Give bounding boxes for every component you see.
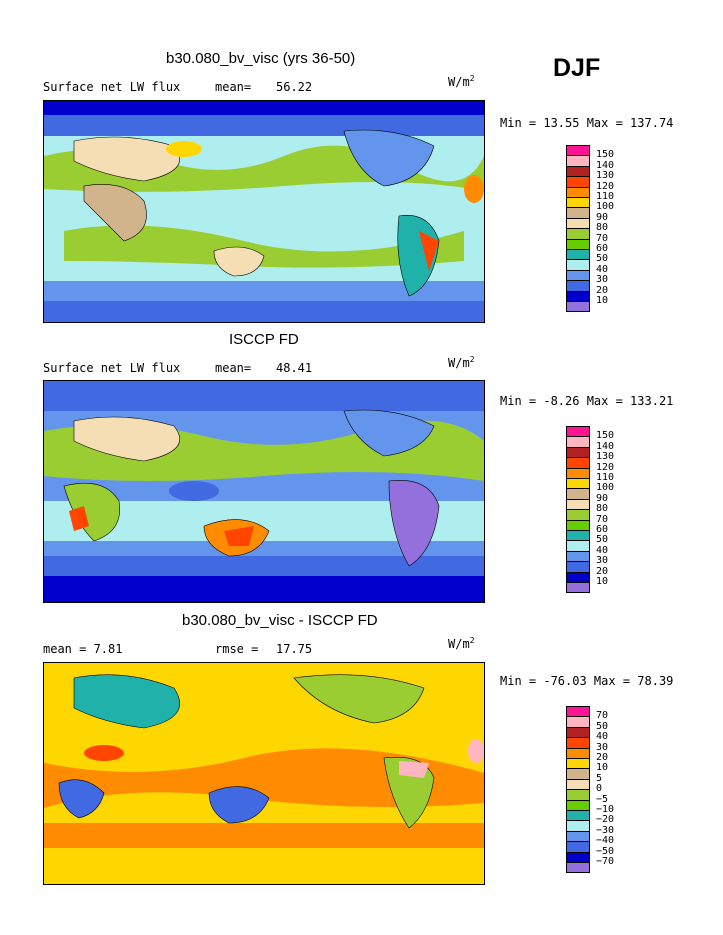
colorbar-level-label: 10 xyxy=(596,762,609,774)
units-label: W/m2 xyxy=(448,355,475,370)
colorbar-level-label: −40 xyxy=(596,835,615,847)
colorbar-level-label: 140 xyxy=(596,440,615,452)
colorbar-level-label: 70 xyxy=(596,513,609,525)
colorbar-level-label: 40 xyxy=(596,544,609,556)
colorbar-level-label: 100 xyxy=(596,482,615,494)
colorbar-level-label: 20 xyxy=(596,752,609,763)
stat-value: 48.41 xyxy=(276,361,313,375)
map-difference xyxy=(43,662,485,885)
colorbar-level-label: 30 xyxy=(596,274,609,286)
stat-label: mean= xyxy=(215,361,252,375)
colorbar-level-label: 10 xyxy=(596,576,609,587)
min-max-label: Min = 13.55 Max = 137.74 xyxy=(500,116,674,130)
colorbar-level-label: 130 xyxy=(596,451,615,463)
colorbar-swatch xyxy=(566,301,590,313)
colorbar-level-label: 50 xyxy=(596,720,609,732)
map-model xyxy=(43,100,485,323)
colorbar-level-label: 100 xyxy=(596,201,615,213)
units-label: W/m2 xyxy=(448,74,475,89)
colorbar-level-label: 80 xyxy=(596,503,609,515)
colorbar-level-label: 50 xyxy=(596,253,609,265)
colorbar-level-label: 90 xyxy=(596,492,609,504)
colorbar-level-label: 80 xyxy=(596,222,609,234)
colorbar-level-label: 0 xyxy=(596,783,603,795)
colorbar-swatch xyxy=(566,862,590,874)
colorbar-level-label: 150 xyxy=(596,149,615,161)
season-label: DJF xyxy=(553,54,601,82)
stat-value: 17.75 xyxy=(276,642,313,656)
stat-value: 56.22 xyxy=(276,80,313,94)
mean-label: mean = 7.81 xyxy=(43,642,123,656)
stat-label: rmse = xyxy=(215,642,259,656)
colorbar-level-label: 140 xyxy=(596,159,615,171)
colorbar-swatch xyxy=(566,582,590,594)
colorbar-level-label: −30 xyxy=(596,824,615,836)
min-max-label: Min = -76.03 Max = 78.39 xyxy=(500,674,674,688)
colorbar-level-label: 50 xyxy=(596,534,609,546)
colorbar-level-label: 10 xyxy=(596,295,609,306)
colorbar-level-label: 110 xyxy=(596,191,615,202)
colorbar-level-label: 30 xyxy=(596,741,609,753)
colorbar-level-label: 20 xyxy=(596,284,609,296)
colorbar-level-label: −5 xyxy=(596,793,609,805)
colorbar-level-label: 40 xyxy=(596,263,609,275)
colorbar-level-label: 60 xyxy=(596,524,609,535)
colorbar-level-label: 110 xyxy=(596,472,615,483)
units-label: W/m2 xyxy=(448,636,475,651)
colorbar-level-label: 60 xyxy=(596,243,609,254)
colorbar-level-label: 40 xyxy=(596,731,609,743)
min-max-label: Min = -8.26 Max = 133.21 xyxy=(500,394,674,408)
colorbar-level-label: 20 xyxy=(596,565,609,577)
colorbar-level-label: 70 xyxy=(596,232,609,244)
colorbar-level-label: −20 xyxy=(596,814,615,826)
stat-label: mean= xyxy=(215,80,252,94)
variable-label: Surface net LW flux xyxy=(43,361,181,375)
colorbar-level-label: 120 xyxy=(596,461,615,473)
panel-title: ISCCP FD xyxy=(229,331,299,348)
panel-title: b30.080_bv_visc (yrs 36-50) xyxy=(166,50,356,67)
colorbar-level-label: 70 xyxy=(596,710,609,722)
panel-title: b30.080_bv_visc - ISCCP FD xyxy=(182,612,378,629)
map-observation xyxy=(43,380,485,603)
colorbar-level-label: 90 xyxy=(596,211,609,223)
colorbar-level-label: −50 xyxy=(596,845,615,857)
variable-label: Surface net LW flux xyxy=(43,80,181,94)
colorbar-level-label: −10 xyxy=(596,804,615,815)
colorbar-level-label: 150 xyxy=(596,430,615,442)
colorbar-level-label: 130 xyxy=(596,170,615,182)
colorbar-level-label: −70 xyxy=(596,856,615,867)
colorbar-level-label: 120 xyxy=(596,180,615,192)
colorbar-level-label: 5 xyxy=(596,772,603,784)
colorbar-level-label: 30 xyxy=(596,555,609,567)
